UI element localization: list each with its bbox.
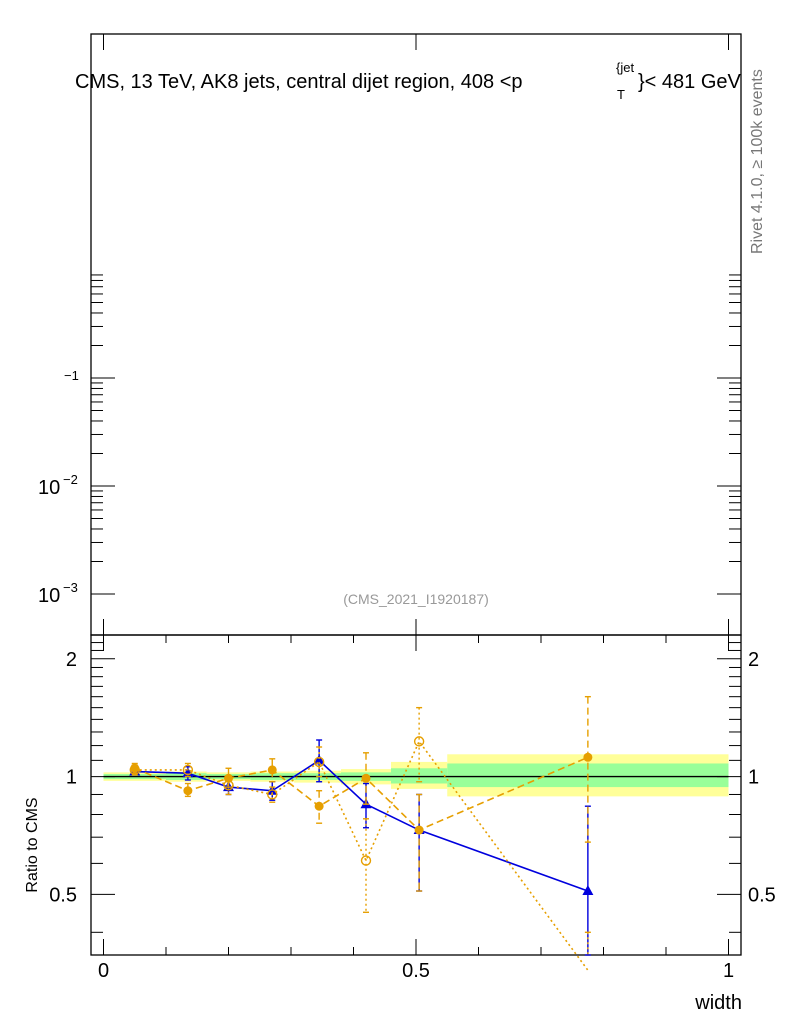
data-point [182,767,194,778]
series-line [134,756,589,832]
rivet-label: Rivet 4.1.0, ≥ 100k events [749,69,766,254]
ratio-y-tick-label-right: 0.5 [748,884,776,906]
data-point [129,764,140,776]
data-point [183,786,193,796]
data-point [361,773,371,783]
chart-title: CMS, 13 TeV, AK8 jets, central dijet reg… [75,60,742,102]
x-tick-label: 0.5 [402,960,430,982]
stat-uncertainty-band [391,768,448,784]
series-3 [129,706,591,971]
series-line [134,759,589,892]
data-point [267,789,278,800]
ratio-axis-ticks: 0.5 0.5 1 1 2 2 0 0.5 1 [49,635,776,982]
analysis-label: (CMS_2021_I1920187) [343,591,489,607]
ratio-y-tick-label-left: 1 [66,767,77,789]
svg-text:10: 10 [38,477,60,499]
data-point [313,756,325,768]
main-y-tick-label-1: −1 [64,368,79,383]
main-y-ticks [91,34,741,635]
chart-title-end: }< 481 GeV [638,71,742,93]
data-point [360,855,372,866]
data-point [582,885,594,896]
data-point [414,825,424,835]
main-y-tick-exp-3: −3 [63,580,78,595]
ratio-y-tick-label-right: 2 [748,649,759,671]
y-axis-label: Ratio to CMS [24,797,41,892]
x-tick-label: 0 [98,960,109,982]
ratio-series [129,695,594,971]
main-y-tick-exp-2: −2 [63,472,78,487]
data-point [413,736,425,747]
x-axis-label: width [694,992,742,1014]
data-point [267,765,277,775]
data-point [583,752,593,762]
main-y-tick-exp-1: −1 [64,368,79,383]
main-y-tick-label-3: 10 −3 [38,580,78,607]
chart-title-main: CMS, 13 TeV, AK8 jets, central dijet reg… [75,71,523,93]
chart-title-sup: {jet [616,60,634,75]
chart-title-sub: T [617,87,625,102]
data-point [314,801,324,811]
ratio-y-tick-label-left: 2 [66,649,77,671]
main-plot-frame [90,33,742,636]
uncertainty-bands [103,754,729,797]
data-point [223,780,234,791]
main-y-tick-label-2: 10 −2 [38,472,78,499]
x-tick-label: 1 [723,960,734,982]
ratio-y-tick-label-left: 0.5 [49,884,77,906]
svg-text:10: 10 [38,585,60,607]
ratio-y-tick-label-right: 1 [748,767,759,789]
data-point [182,764,194,776]
series-line [134,739,589,971]
data-point [313,754,325,765]
